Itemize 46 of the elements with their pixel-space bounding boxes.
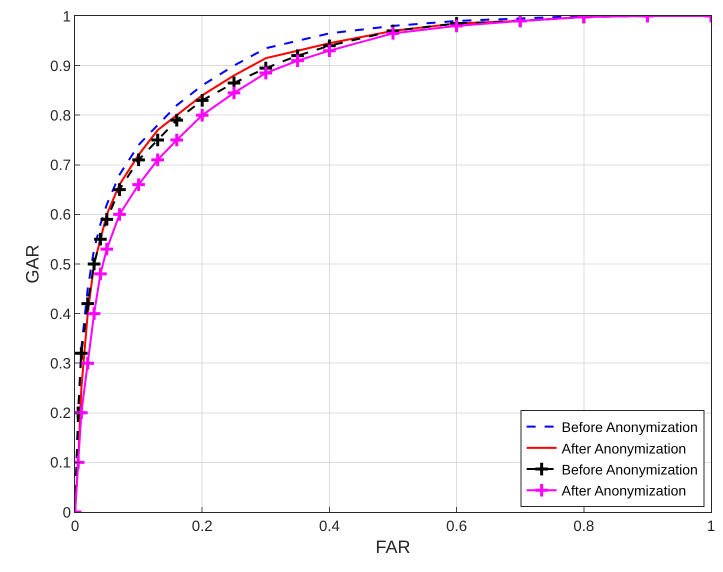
x-tick-label: 0.2 — [192, 518, 213, 535]
point — [150, 132, 166, 148]
point — [75, 345, 90, 362]
legend-label: Before Anonymization — [562, 419, 698, 436]
y-tick-label: 0.3 — [50, 355, 71, 372]
y-tick-label: 0.1 — [50, 454, 71, 472]
line-series — [75, 16, 711, 512]
y-tick-label: 1 — [62, 8, 71, 26]
point — [168, 132, 185, 148]
point — [92, 266, 108, 282]
x-tick-label: 0.4 — [318, 518, 340, 535]
point — [99, 241, 115, 257]
point — [112, 206, 128, 222]
y-tick-label: 0.8 — [50, 107, 71, 124]
y-tick-label: 0.4 — [50, 306, 71, 323]
point — [322, 42, 338, 59]
point — [258, 65, 274, 81]
x-tick-label: 0.8 — [573, 518, 594, 535]
point — [168, 112, 185, 128]
point — [194, 107, 210, 123]
point — [226, 85, 242, 101]
y-tick-label: 0.7 — [50, 157, 71, 174]
point — [86, 256, 102, 272]
point — [150, 152, 166, 168]
point — [86, 306, 102, 322]
x-axis-title: FAR — [375, 537, 411, 558]
point — [112, 182, 128, 198]
point — [80, 355, 96, 371]
point — [130, 152, 146, 168]
point — [290, 52, 306, 68]
legend-label: After Anonymization — [562, 482, 686, 499]
point — [80, 296, 96, 312]
point — [194, 92, 210, 108]
y-tick-label: 0.5 — [50, 256, 71, 274]
legend-label: Before Anonymization — [562, 462, 698, 478]
point — [92, 231, 108, 247]
y-tick-label: 0.9 — [50, 58, 71, 75]
legend-label: After Anonymization — [562, 440, 686, 456]
point — [99, 212, 115, 228]
x-tick-label: 0.6 — [446, 518, 468, 535]
y-axis-title: GAR — [22, 244, 42, 284]
y-tick-label: 0.6 — [50, 206, 71, 224]
point — [130, 176, 146, 192]
y-tick-label: 0.2 — [50, 405, 71, 422]
x-tick-label: 1 — [706, 518, 716, 535]
y-tick-label: 0 — [62, 504, 71, 522]
